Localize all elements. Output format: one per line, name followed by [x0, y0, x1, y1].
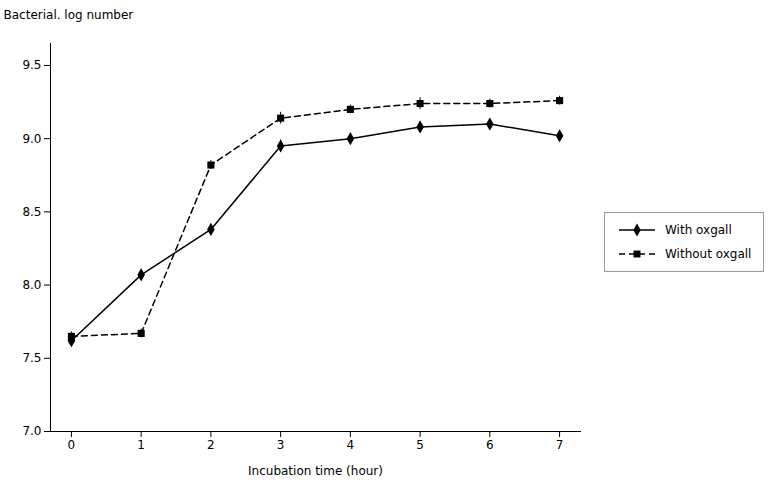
svg-text:5: 5 [416, 438, 424, 452]
svg-text:8.5: 8.5 [22, 205, 41, 219]
svg-text:Incubation time (hour): Incubation time (hour) [248, 464, 383, 478]
svg-text:2: 2 [207, 438, 215, 452]
svg-text:3: 3 [277, 438, 285, 452]
svg-text:4: 4 [347, 438, 355, 452]
svg-text:7: 7 [556, 438, 564, 452]
svg-text:9.0: 9.0 [22, 132, 41, 146]
html-text:With oxgall: With oxgall [665, 223, 732, 237]
svg-text:7.5: 7.5 [22, 351, 41, 365]
svg-text:9.5: 9.5 [22, 58, 41, 72]
svg-text:0: 0 [68, 438, 76, 452]
html-text:Without oxgall: Without oxgall [665, 247, 752, 261]
svg-text:8.0: 8.0 [22, 278, 41, 292]
svg-text:Bacterial. log number: Bacterial. log number [4, 8, 134, 22]
svg-text:6: 6 [486, 438, 494, 452]
svg-text:7.0: 7.0 [22, 424, 41, 438]
svg-text:1: 1 [137, 438, 145, 452]
